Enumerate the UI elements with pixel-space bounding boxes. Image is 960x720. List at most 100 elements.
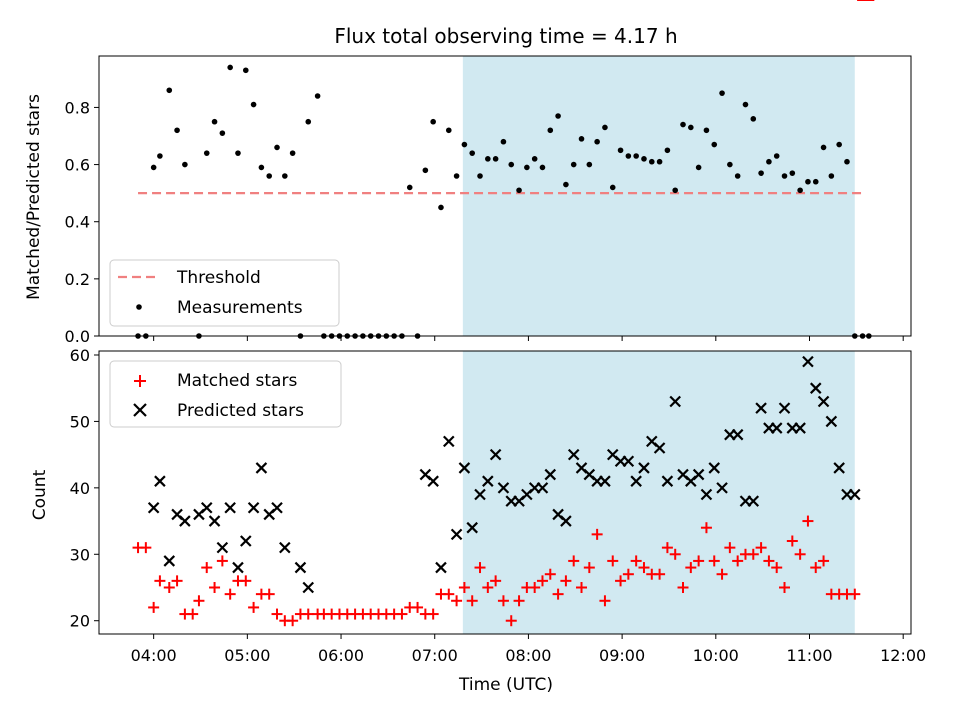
matched-star-point [693,555,705,567]
predicted-star-point [544,468,557,481]
matched-star-point [583,562,595,574]
predicted-star-point [833,462,845,474]
measurement-point [219,130,226,136]
measurement-point [570,161,577,168]
legend-measurements-label: Measurements [177,298,303,318]
matched-star-point [271,608,283,620]
y-tick-label: 60 [70,346,90,365]
measurement-point [641,156,647,162]
predicted-star-point [692,468,705,481]
predicted-star-point [630,475,642,487]
matched-star-point [544,568,556,580]
predicted-star-point [536,482,549,494]
matched-star-point [224,588,236,600]
measurement-point [828,173,835,179]
measurement-point [289,150,296,156]
matched-star-point [755,542,767,554]
measurement-point [211,118,218,125]
predicted-star-point [755,402,767,414]
measurement-point [688,124,694,131]
measurement-point [695,164,702,171]
measurement-point [531,156,538,162]
predicted-star-point [435,561,447,574]
measurement-point [182,161,188,168]
predicted-star-point [747,495,760,507]
predicted-star-point [224,502,236,514]
predicted-star-point [179,515,191,527]
measurement-point [547,127,554,134]
matched-star-point [700,522,712,534]
count-axes-frame [98,350,912,635]
x-tick-label: 08:00 [505,646,551,665]
measurement-point [445,127,452,134]
y-tick-label: 20 [70,612,90,631]
measurement-point [656,158,663,165]
measurement-point [703,127,710,134]
predicted-star-point [770,422,783,434]
measurement-point [563,181,569,188]
measurement-point [789,170,796,176]
predicted-star-point [638,462,650,474]
observing-window-highlight-lower [462,351,855,634]
matched-star-point [451,595,463,607]
matched-star-point [443,588,455,600]
legend-measurement-swatch [136,304,142,310]
matched-stars-points [132,0,875,627]
matched-star-point [771,562,783,574]
x-axis-label: Time (UTC) [458,675,553,695]
matched-star-point [591,528,603,540]
measurement-point [453,173,460,179]
measurement-point [524,164,530,171]
matched-star-point [248,601,260,613]
matched-star-point [716,568,728,580]
matched-star-point [458,581,470,593]
matched-star-point [747,548,759,560]
predicted-star-point [700,488,713,501]
predicted-star-point [216,541,229,554]
measurement-point [406,184,413,191]
count-panel: 20 30 40 50 60 04:00 05:00 06:00 07:00 08:00 09:0… [30,0,926,695]
measurement-point [266,173,273,179]
measurement-point [203,150,210,156]
measurement-point [594,138,600,145]
measurement-point [477,173,483,179]
predicted-star-point [154,475,166,487]
predicted-star-point [489,448,502,461]
predicted-star-point [716,482,728,494]
predicted-star-point [482,475,494,487]
measurement-point [469,150,476,156]
measurement-point [430,118,436,125]
measurement-point [539,164,546,171]
y-tick-label: 50 [70,412,90,431]
predicted-star-point [458,462,471,474]
matched-star-point [466,595,478,607]
legend-matched-swatch [134,375,146,387]
matched-star-point [599,595,611,607]
measurement-point [500,138,507,145]
ratio-y-label: Matched/Predicted stars [24,94,44,300]
matched-star-point [474,562,486,574]
predicted-star-point [200,502,213,514]
measurement-point [461,141,468,148]
predicted-stars-points [147,355,861,594]
measurement-point [820,144,827,151]
ratio-panel: 0.00.20.40.60.8 Matched/Predicted stars … [24,55,912,346]
predicted-star-point [708,462,721,474]
measurement-point [648,158,655,165]
predicted-star-point [669,395,681,408]
measurement-point [235,150,241,156]
matched-star-point [622,568,634,580]
measurement-point [305,118,312,125]
x-tick-label: 11:00 [786,646,832,665]
y-tick-label: 40 [70,479,90,498]
measurement-point [422,167,429,174]
predicted-star-point [560,515,572,527]
y-tick-label: 0.4 [65,213,90,232]
predicted-star-point [849,488,861,501]
x-tick-label: 09:00 [599,646,645,665]
measurement-point [844,158,850,165]
matched-star-point [779,581,791,593]
matched-star-point [552,588,564,600]
matched-star-point [427,608,439,620]
predicted-star-point [802,355,814,368]
